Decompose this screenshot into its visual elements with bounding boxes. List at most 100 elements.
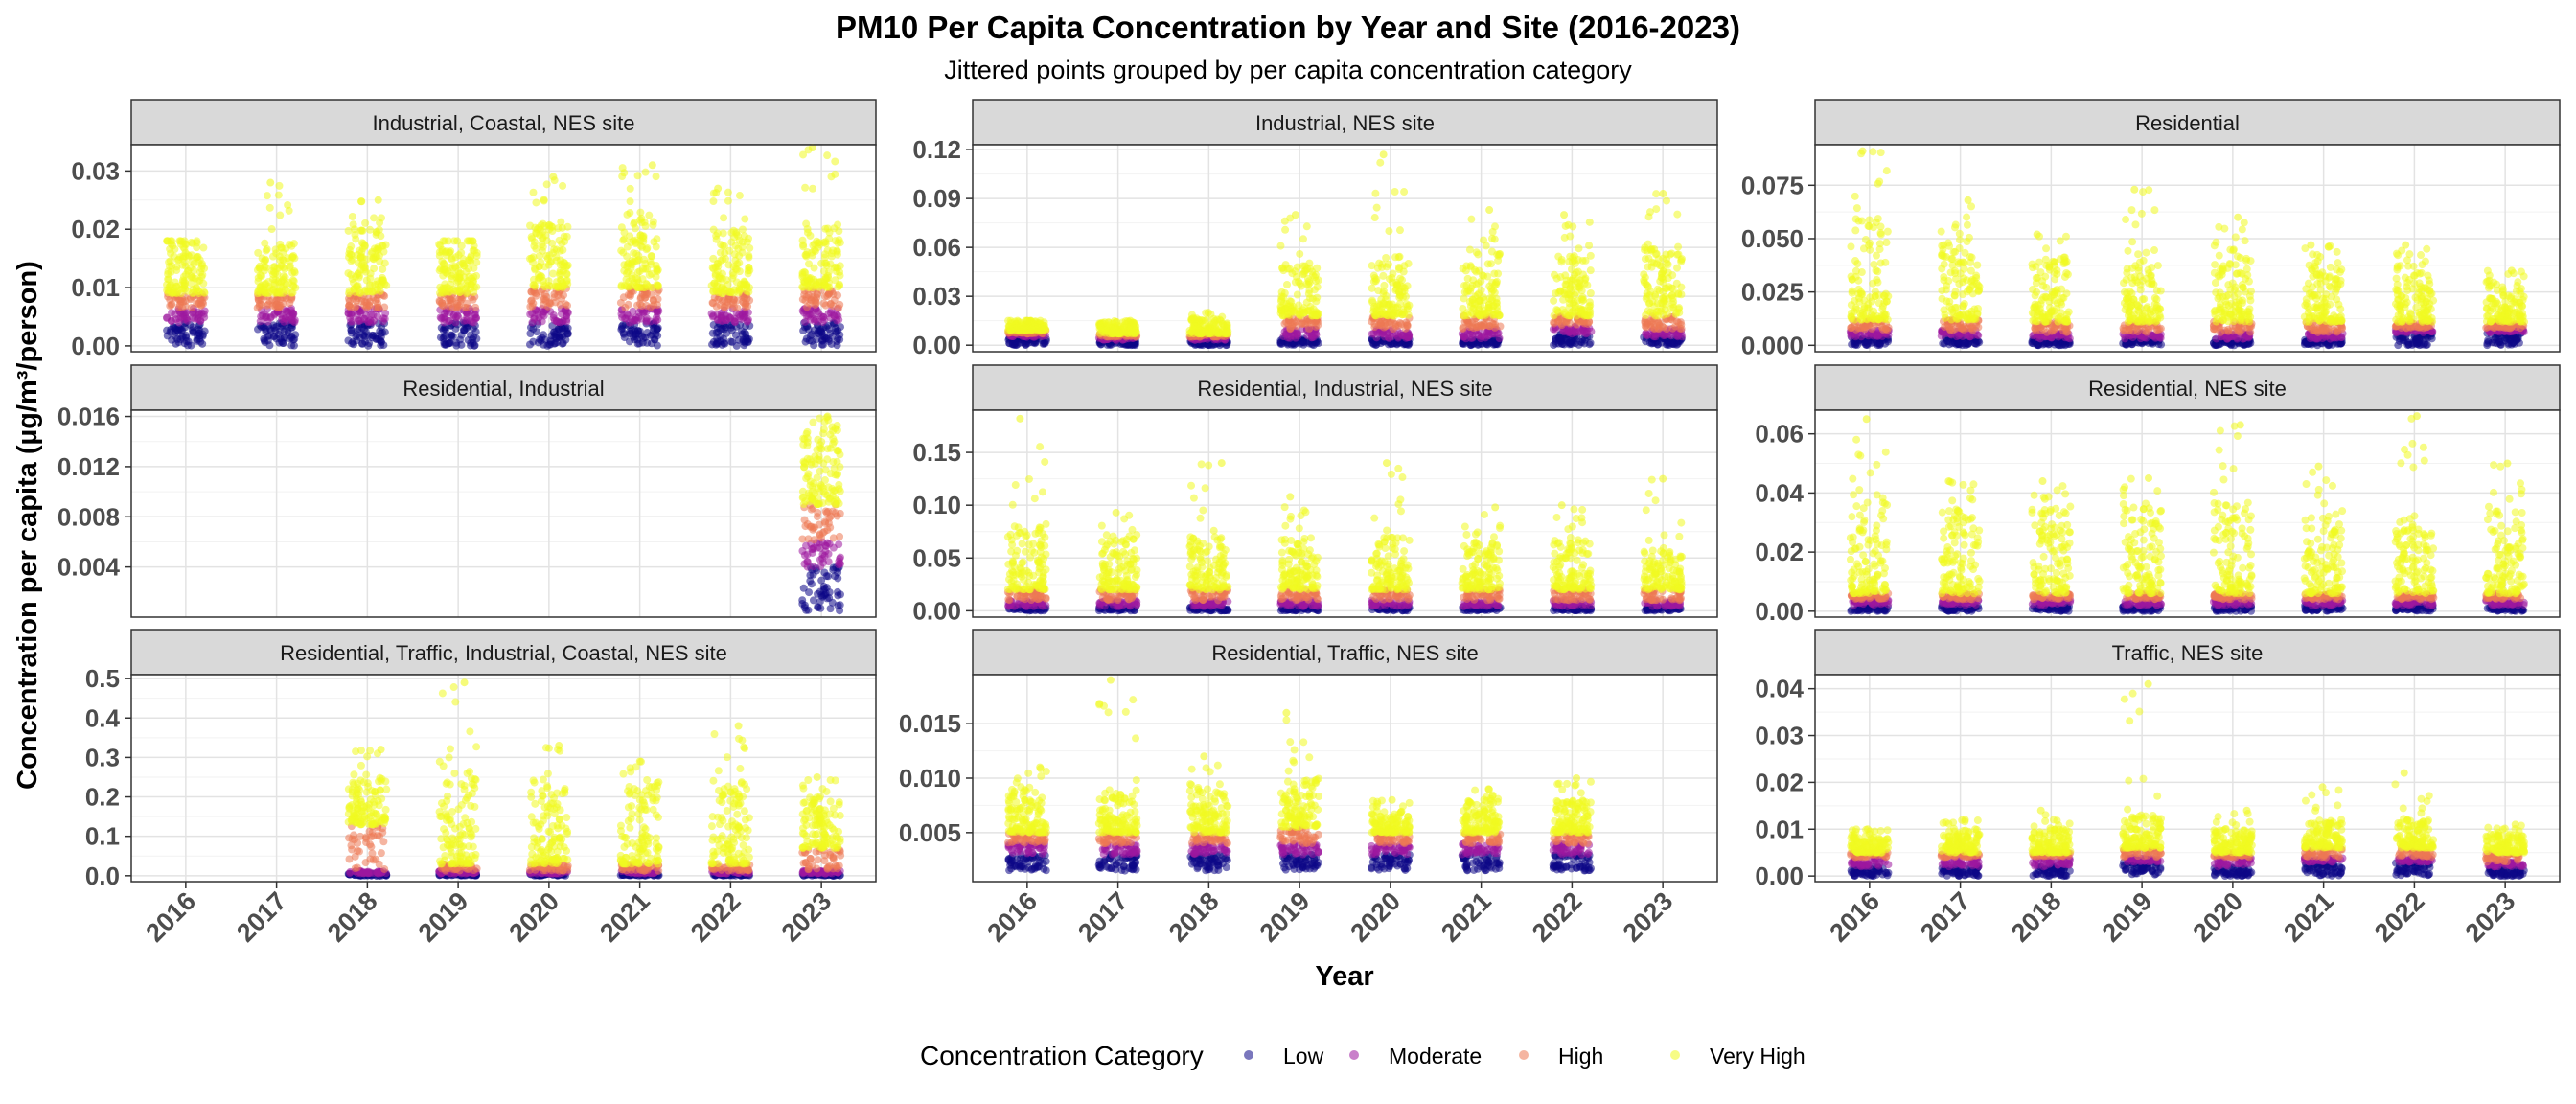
data-point [720, 214, 728, 222]
data-point [1404, 341, 1413, 350]
data-point [279, 263, 288, 271]
data-point [1486, 260, 1495, 268]
data-point-max [374, 196, 382, 204]
data-point [549, 269, 558, 278]
y-tick-label: 0.01 [71, 273, 120, 302]
data-point [647, 260, 656, 268]
data-point [353, 310, 361, 319]
data-point [1396, 318, 1405, 327]
data-point-max [1560, 211, 1569, 219]
data-point [471, 314, 479, 323]
data-point [1004, 316, 1013, 325]
data-point [347, 257, 356, 265]
data-point [1383, 301, 1392, 310]
data-point [1955, 280, 1964, 288]
facet-strip-label: Industrial, NES site [1255, 111, 1435, 135]
data-point [171, 288, 179, 297]
data-point [654, 265, 662, 274]
data-point [624, 300, 632, 309]
data-point [618, 164, 627, 172]
data-point [1955, 229, 1964, 238]
data-point [1870, 307, 1878, 315]
data-point [1313, 264, 1322, 272]
data-point [1368, 296, 1377, 305]
data-point [189, 323, 197, 332]
data-point [472, 303, 480, 311]
data-point [741, 215, 749, 223]
data-point [2042, 328, 2051, 336]
data-point [1282, 299, 1291, 308]
data-point [559, 181, 567, 190]
data-point [467, 253, 475, 262]
data-point [1467, 215, 1476, 223]
data-point [624, 290, 632, 299]
data-point [172, 315, 180, 324]
data-point-max [1024, 316, 1032, 325]
data-point [550, 328, 559, 336]
data-point [1482, 242, 1490, 250]
data-point [2041, 255, 2050, 264]
data-point [366, 225, 375, 234]
data-point [274, 191, 283, 199]
data-point [278, 315, 287, 324]
data-point [734, 288, 743, 297]
data-point [436, 283, 445, 291]
data-point [2064, 308, 2073, 316]
data-point [274, 288, 283, 296]
data-point [720, 303, 728, 311]
y-tick-label: 0.12 [912, 135, 961, 164]
data-point [1293, 263, 1301, 271]
data-point [357, 197, 366, 206]
data-point [1859, 310, 1868, 319]
data-point [1673, 210, 1682, 218]
data-point-max [1204, 309, 1212, 317]
data-point [1963, 220, 1971, 229]
data-point [1881, 258, 1890, 266]
data-point [380, 303, 389, 311]
data-point [184, 337, 193, 346]
data-point [1875, 240, 1884, 248]
data-point [1586, 308, 1595, 316]
data-point [632, 330, 641, 338]
data-point [168, 237, 176, 245]
data-point [1222, 330, 1230, 338]
data-point [1659, 331, 1668, 339]
data-point [455, 261, 464, 269]
data-point [720, 242, 728, 250]
data-point [742, 333, 750, 341]
data-point [471, 341, 479, 350]
data-point [1561, 280, 1570, 288]
data-point [442, 247, 450, 256]
data-point [463, 237, 472, 245]
data-point [808, 184, 816, 193]
data-point [724, 312, 732, 321]
data-point [469, 246, 477, 255]
data-point [1395, 226, 1404, 235]
data-point [452, 338, 461, 347]
data-point [1388, 333, 1396, 341]
data-point [1283, 280, 1292, 288]
data-point [1960, 323, 1968, 332]
data-point [528, 235, 537, 243]
data-point [1674, 242, 1683, 251]
data-point [166, 302, 174, 310]
data-point [447, 299, 455, 308]
data-point [472, 328, 480, 336]
data-point [194, 313, 202, 322]
data-point [1856, 324, 1865, 333]
data-point [652, 172, 660, 181]
data-point [1674, 305, 1683, 313]
data-point [563, 269, 571, 278]
data-point [829, 246, 838, 255]
data-point [1641, 322, 1649, 331]
data-point [284, 254, 292, 263]
data-point [1586, 266, 1595, 275]
data-point [1852, 226, 1860, 235]
data-point [540, 196, 548, 204]
y-tick-label: 0.02 [71, 215, 120, 243]
data-point [349, 220, 357, 229]
data-point [166, 257, 174, 265]
data-point [1279, 292, 1288, 301]
